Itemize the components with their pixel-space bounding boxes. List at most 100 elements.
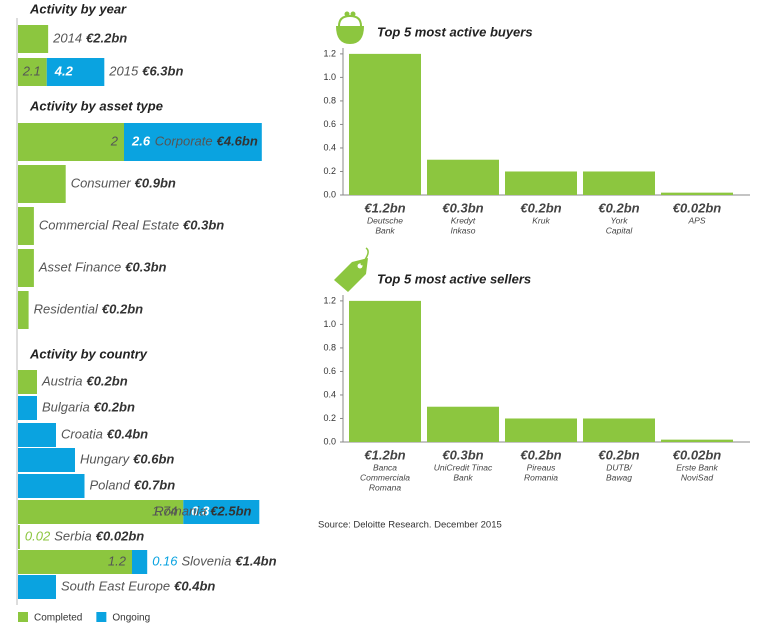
category-label: Pireaus bbox=[527, 462, 557, 472]
purse-icon bbox=[336, 11, 364, 44]
bar-segment bbox=[18, 500, 184, 524]
segment-label: 0.16 bbox=[152, 553, 178, 568]
total-label: €0.2bn bbox=[86, 373, 127, 388]
bar bbox=[427, 159, 499, 195]
y-tick-label: 0.4 bbox=[323, 142, 336, 152]
chart-title: Activity by asset type bbox=[29, 98, 163, 113]
total-label: €0.4bn bbox=[107, 426, 148, 441]
category-label: Bank bbox=[453, 472, 473, 482]
category-label: Corporate bbox=[155, 133, 213, 148]
value-label: €0.2bn bbox=[598, 447, 639, 462]
category-label: Consumer bbox=[71, 175, 132, 190]
category-label: Deutsche bbox=[367, 215, 403, 225]
bar-segment bbox=[18, 207, 34, 245]
category-label: Commerciala bbox=[360, 472, 410, 482]
category-label: Romana bbox=[369, 482, 401, 492]
legend-label: Ongoing bbox=[112, 613, 150, 623]
category-label: Commercial Real Estate bbox=[39, 217, 179, 232]
bar bbox=[661, 192, 733, 195]
bar bbox=[583, 171, 655, 195]
segment-label: 0.02 bbox=[25, 528, 51, 543]
y-tick-label: 0.2 bbox=[323, 166, 336, 176]
total-label: €0.2bn bbox=[94, 399, 135, 414]
segment-label: 1.2 bbox=[108, 553, 127, 568]
total-label: €0.2bn bbox=[102, 301, 143, 316]
y-tick-label: 0.0 bbox=[323, 436, 336, 446]
chart-title: Activity by year bbox=[29, 1, 127, 16]
bar-segment bbox=[132, 550, 148, 574]
bar-segment bbox=[183, 500, 260, 524]
y-tick-label: 0.0 bbox=[323, 189, 336, 199]
bar-segment bbox=[18, 58, 47, 86]
bar bbox=[349, 300, 421, 442]
chart-title: Activity by country bbox=[29, 346, 148, 361]
total-label: €2.5bn bbox=[210, 503, 251, 518]
value-label: €0.02bn bbox=[673, 200, 721, 215]
category-label: Romania bbox=[154, 503, 206, 518]
value-label: €0.3bn bbox=[442, 447, 483, 462]
value-label: €0.2bn bbox=[598, 200, 639, 215]
category-label: APS bbox=[687, 215, 705, 225]
total-label: €0.7bn bbox=[134, 477, 175, 492]
bar-segment bbox=[18, 525, 20, 549]
category-label: NoviSad bbox=[681, 472, 713, 482]
value-label: €0.2bn bbox=[520, 200, 561, 215]
category-label: Serbia bbox=[54, 528, 92, 543]
bar-segment bbox=[124, 123, 262, 161]
total-label: €6.3bn bbox=[142, 63, 183, 78]
bar bbox=[427, 406, 499, 442]
segment-label: 1.74 bbox=[152, 503, 177, 518]
category-label: Slovenia bbox=[182, 553, 232, 568]
bar-segment bbox=[18, 448, 75, 472]
bar-segment bbox=[18, 423, 56, 447]
bar-segment bbox=[18, 249, 34, 287]
value-label: €1.2bn bbox=[364, 200, 405, 215]
value-label: €1.2bn bbox=[364, 447, 405, 462]
segment-label: 4.2 bbox=[54, 63, 74, 78]
value-label: €0.3bn bbox=[442, 200, 483, 215]
category-label: Inkaso bbox=[450, 225, 475, 235]
segment-label: 2 bbox=[110, 133, 119, 148]
bar-segment bbox=[18, 25, 49, 53]
chart-title: Top 5 most active sellers bbox=[377, 271, 531, 286]
bar-segment bbox=[18, 370, 37, 394]
total-label: €0.4bn bbox=[174, 578, 215, 593]
category-label: Kruk bbox=[532, 215, 550, 225]
category-label: Bawag bbox=[606, 472, 632, 482]
y-tick-label: 1.2 bbox=[323, 48, 336, 58]
category-label: 2015 bbox=[108, 63, 139, 78]
bar-segment bbox=[18, 291, 29, 329]
bar bbox=[583, 418, 655, 442]
source-note: Source: Deloitte Research. December 2015 bbox=[318, 520, 502, 531]
category-label: Poland bbox=[90, 477, 131, 492]
category-label: 2014 bbox=[52, 30, 82, 45]
category-label: Erste Bank bbox=[676, 462, 718, 472]
total-label: €0.02bn bbox=[96, 528, 144, 543]
bar-segment bbox=[18, 575, 56, 599]
category-label: Romania bbox=[524, 472, 558, 482]
total-label: €2.2bn bbox=[86, 30, 127, 45]
category-label: Hungary bbox=[80, 451, 131, 466]
y-tick-label: 1.2 bbox=[323, 295, 336, 305]
category-label: York bbox=[610, 215, 628, 225]
y-tick-label: 1.0 bbox=[323, 72, 336, 82]
bar-segment bbox=[46, 58, 105, 86]
segment-label: 2.1 bbox=[22, 63, 41, 78]
tag-icon bbox=[334, 247, 369, 292]
total-label: €1.4bn bbox=[235, 553, 276, 568]
bar bbox=[349, 53, 421, 195]
category-label: Asset Finance bbox=[38, 259, 121, 274]
bar-segment bbox=[18, 165, 66, 203]
bar-segment bbox=[18, 474, 85, 498]
y-tick-label: 0.6 bbox=[323, 366, 336, 376]
category-label: Capital bbox=[606, 225, 634, 235]
value-label: €0.2bn bbox=[520, 447, 561, 462]
value-label: €0.02bn bbox=[673, 447, 721, 462]
category-label: Bulgaria bbox=[42, 399, 90, 414]
total-label: €0.3bn bbox=[183, 217, 224, 232]
bar bbox=[505, 418, 577, 442]
y-tick-label: 1.0 bbox=[323, 319, 336, 329]
total-label: €0.6bn bbox=[133, 451, 174, 466]
category-label: Austria bbox=[41, 373, 82, 388]
